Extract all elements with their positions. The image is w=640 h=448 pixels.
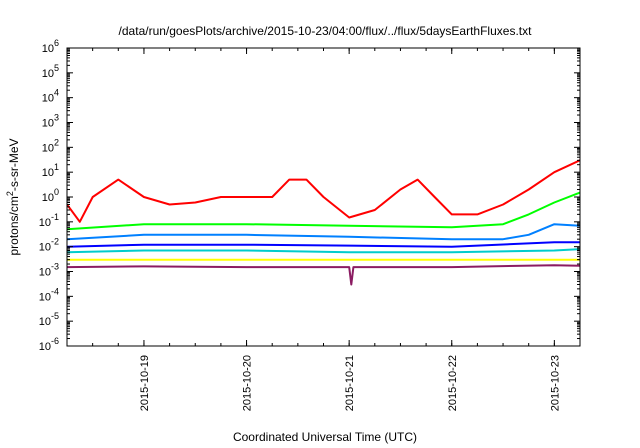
y-axis-label-superscript: 2: [5, 191, 15, 196]
plot-area: [66, 47, 581, 347]
x-tick-label: 2015-10-19: [139, 355, 151, 411]
series-line-2: [67, 191, 580, 231]
series-line-1: [67, 159, 580, 223]
chart-title: /data/run/goesPlots/archive/2015-10-23/0…: [119, 24, 533, 38]
y-axis-label: protons/cm2-s-sr-MeV: [5, 138, 21, 255]
series-line-5: [67, 248, 580, 254]
x-axis: 2015-10-19 2015-10-20 2015-10-21 2015-10-22…: [66, 48, 581, 411]
series-line-4: [67, 241, 580, 248]
y-tick-label: 10-2: [39, 237, 59, 254]
y-tick-label: 101: [42, 162, 59, 179]
y-tick-label: 102: [42, 137, 59, 154]
y-tick-label: 104: [42, 88, 59, 105]
y-tick-label: 10-1: [39, 212, 59, 229]
y-tick-label: 10-3: [39, 262, 59, 279]
series-line-7: [67, 264, 580, 286]
y-tick-label: 100: [42, 187, 59, 204]
x-axis-label: Coordinated Universal Time (UTC): [233, 430, 417, 444]
y-tick-label: 103: [42, 113, 59, 130]
y-axis-label-text: -s-sr-MeV: [7, 138, 21, 191]
y-tick-label: 10-4: [39, 286, 59, 303]
y-axis-label-text: protons/cm: [7, 196, 21, 255]
series-layer: [67, 159, 580, 286]
x-tick-label: 2015-10-22: [447, 355, 459, 411]
y-tick-label: 105: [42, 63, 59, 80]
series-line-3: [67, 223, 580, 241]
x-tick-label: 2015-10-20: [242, 355, 254, 411]
x-tick-label: 2015-10-21: [344, 355, 356, 411]
y-tick-label: 106: [42, 38, 59, 55]
x-tick-label: 2015-10-23: [549, 355, 561, 411]
y-tick-label: 10-5: [39, 311, 59, 328]
y-axis: 10-6 10-5 10-4 10-3 10-2 10-1 100 101 102 103 104 1…: [39, 38, 580, 353]
y-tick-label: 10-6: [39, 336, 59, 353]
